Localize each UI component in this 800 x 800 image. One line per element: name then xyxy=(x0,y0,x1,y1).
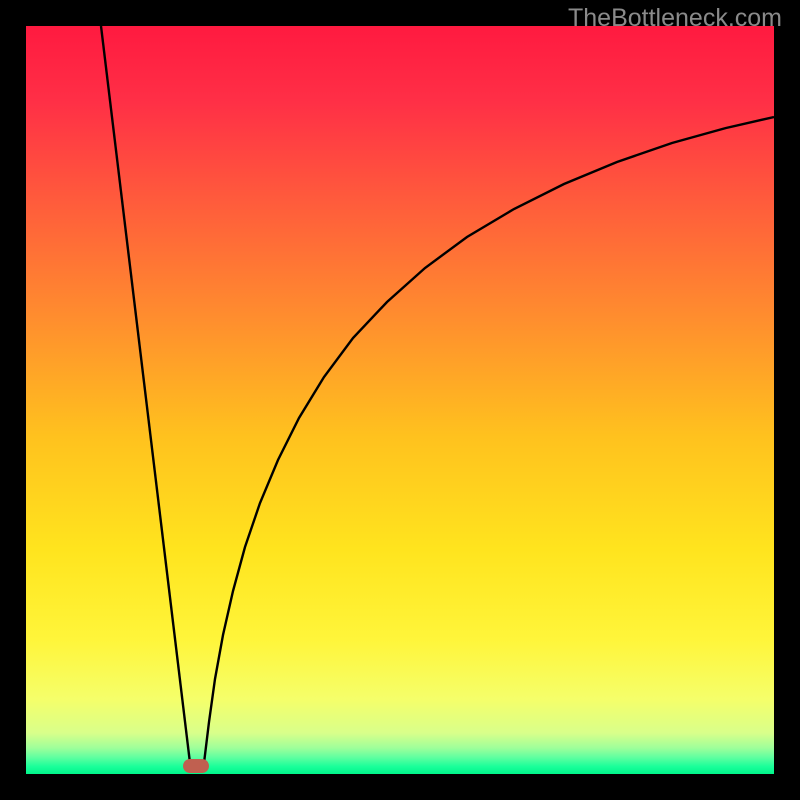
watermark-text: TheBottleneck.com xyxy=(568,4,782,33)
gradient-background xyxy=(26,26,774,774)
chart-svg xyxy=(26,26,774,774)
plot-area xyxy=(26,26,774,774)
vertex-marker xyxy=(183,759,209,773)
